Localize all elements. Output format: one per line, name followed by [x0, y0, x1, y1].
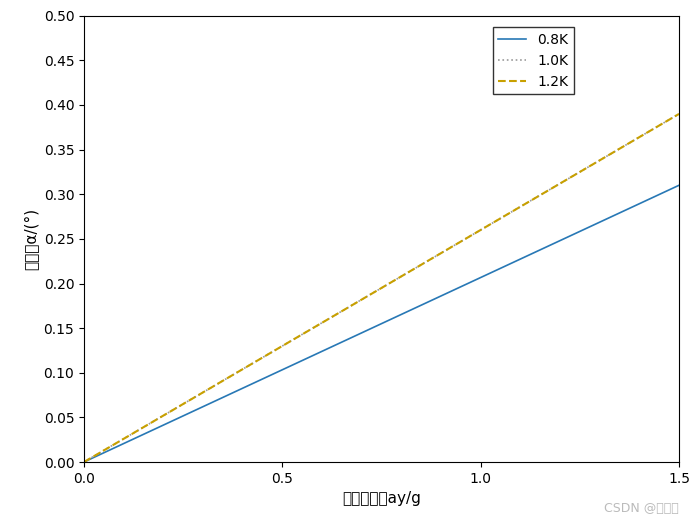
Line: 1.2K: 1.2K [84, 114, 679, 462]
0.8K [434, 294, 442, 300]
1.0K [402, 270, 410, 277]
0.8K [661, 189, 669, 195]
1.2K [434, 251, 442, 258]
0.8K [363, 328, 371, 334]
1.0K [568, 174, 576, 180]
1.2K [366, 291, 375, 298]
0.8K [675, 182, 683, 188]
1.0K [675, 111, 683, 117]
1.2K [568, 174, 576, 180]
Line: 1.0K: 1.0K [84, 114, 679, 462]
1.2K [80, 459, 88, 465]
Text: CSDN @口一大: CSDN @口一大 [604, 501, 679, 514]
0.8K [366, 326, 375, 332]
1.0K [363, 293, 371, 300]
1.0K [366, 291, 375, 298]
0.8K [80, 459, 88, 465]
0.8K [568, 232, 576, 238]
1.2K [402, 270, 410, 277]
1.2K [363, 293, 371, 300]
1.2K [661, 119, 669, 125]
X-axis label: 侧向加速度ay/g: 侧向加速度ay/g [342, 491, 421, 506]
1.0K [661, 119, 669, 125]
Y-axis label: 侧偏角α/(°): 侧偏角α/(°) [23, 208, 38, 270]
Legend: 0.8K, 1.0K, 1.2K: 0.8K, 1.0K, 1.2K [493, 27, 573, 94]
1.2K [675, 111, 683, 117]
1.0K [434, 251, 442, 258]
Line: 0.8K: 0.8K [84, 185, 679, 462]
0.8K [402, 309, 410, 316]
1.0K [80, 459, 88, 465]
